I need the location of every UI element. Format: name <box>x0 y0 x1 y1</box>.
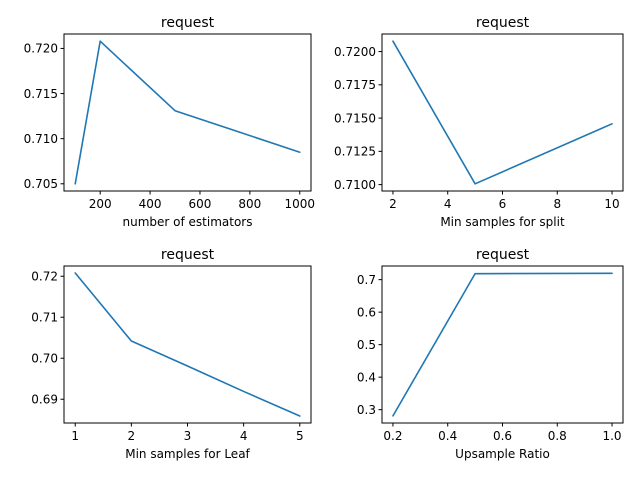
x-tick-label: 0.6 <box>493 429 512 443</box>
axes-frame <box>63 33 312 192</box>
x-tick-label: 200 <box>89 197 112 211</box>
y-tick-label: 0.710 <box>24 132 58 146</box>
y-tick-label: 0.6 <box>357 305 376 319</box>
x-tick-label: 1000 <box>284 197 315 211</box>
x-tick-label: 4 <box>444 197 452 211</box>
x-tick-label: 400 <box>139 197 162 211</box>
y-tick-label: 0.70 <box>31 352 58 366</box>
y-tick-label: 0.5 <box>357 338 376 352</box>
subplot-title: request <box>161 247 215 263</box>
series-line <box>74 272 301 417</box>
x-tick-label: 600 <box>189 197 212 211</box>
x-axis-label: Min samples for split <box>440 215 565 229</box>
y-tick-label: 0.7150 <box>334 111 376 125</box>
subplot-title: request <box>476 15 530 31</box>
y-tick-label: 0.69 <box>31 393 58 407</box>
x-tick-label: 1.0 <box>602 429 621 443</box>
x-tick-label: 6 <box>499 197 507 211</box>
series-line <box>392 40 613 185</box>
x-tick-label: 3 <box>184 429 192 443</box>
y-tick-label: 0.720 <box>24 42 58 56</box>
y-tick-label: 0.7200 <box>334 45 376 59</box>
y-tick-label: 0.7125 <box>334 145 376 159</box>
x-axis-label: Min samples for Leaf <box>125 447 250 461</box>
y-tick-label: 0.3 <box>357 403 376 417</box>
y-tick-label: 0.4 <box>357 370 376 384</box>
y-tick-label: 0.705 <box>24 177 58 191</box>
x-tick-label: 800 <box>238 197 261 211</box>
x-tick-label: 0.2 <box>383 429 402 443</box>
y-tick-label: 0.7175 <box>334 78 376 92</box>
x-tick-label: 1 <box>71 429 79 443</box>
subplot-3: 1 2 3 4 5 0.69 0.70 0.71 0.72 request Min samples … <box>31 247 312 461</box>
y-tick-label: 0.7 <box>357 273 376 287</box>
subplot-1: 200 400 600 800 1000 0.705 0.710 0.715 0.720 requ… <box>24 15 315 229</box>
series-line <box>392 272 613 417</box>
y-tick-label: 0.7100 <box>334 178 376 192</box>
x-tick-label: 0.8 <box>548 429 567 443</box>
x-axis-label: Upsample Ratio <box>455 447 550 461</box>
series-line <box>74 40 301 185</box>
x-tick-label: 10 <box>604 197 619 211</box>
x-tick-label: 0.4 <box>438 429 457 443</box>
subplot-2: 2 4 6 8 10 0.7100 0.7125 0.7150 0.7175 0.7200 requ… <box>334 15 624 229</box>
x-tick-label: 8 <box>553 197 561 211</box>
subplot-title: request <box>476 247 530 263</box>
y-tick-label: 0.72 <box>31 270 58 284</box>
x-tick-label: 5 <box>296 429 304 443</box>
x-tick-label: 4 <box>240 429 248 443</box>
subplot-title: request <box>161 15 215 31</box>
x-tick-label: 2 <box>389 197 397 211</box>
x-tick-label: 2 <box>128 429 136 443</box>
subplot-4: 0.2 0.4 0.6 0.8 1.0 0.3 0.4 0.5 0.6 0.7 request Ups… <box>357 247 624 461</box>
y-tick-label: 0.715 <box>24 87 58 101</box>
x-axis-label: number of estimators <box>123 215 253 229</box>
y-tick-label: 0.71 <box>31 311 58 325</box>
